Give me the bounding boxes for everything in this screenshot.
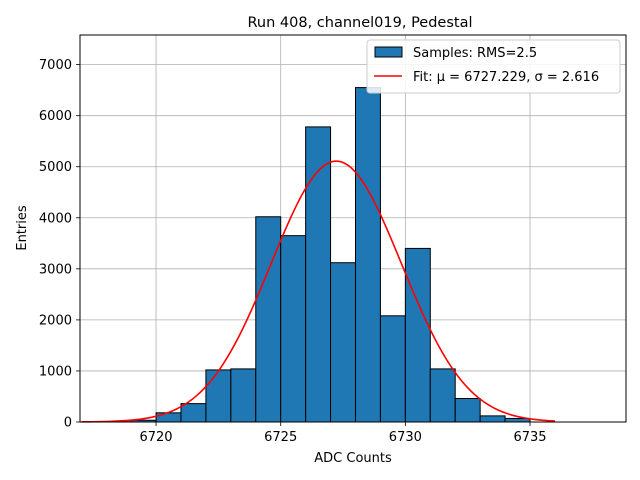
histogram-bar — [479, 415, 506, 423]
histogram-bar — [429, 368, 456, 423]
x-tick-label: 6720 — [139, 430, 172, 445]
y-tick-label: 0 — [64, 416, 72, 431]
y-tick-label: 4000 — [39, 211, 72, 226]
histogram-bar — [180, 403, 207, 423]
x-axis-ticks: 6720 6725 6730 6735 — [139, 422, 547, 445]
legend-box — [366, 39, 621, 94]
y-axis-ticks: 0 1000 2000 3000 4000 5000 6000 7000 — [39, 58, 80, 431]
y-tick-label: 7000 — [39, 58, 72, 73]
fit-curve — [81, 160, 555, 423]
y-tick-label: 1000 — [39, 364, 72, 379]
legend-label-samples: Samples: RMS=2.5 — [413, 46, 537, 61]
legend-label-fit: Fit: μ = 6727.229, σ = 2.616 — [413, 70, 599, 85]
x-tick-label: 6730 — [389, 430, 422, 445]
y-tick-label: 3000 — [39, 262, 72, 277]
histogram-bar — [155, 412, 182, 423]
histogram-bar — [354, 87, 381, 423]
legend: Samples: RMS=2.5 Fit: μ = 6727.229, σ = … — [366, 39, 621, 94]
y-axis-label: Entries — [15, 205, 30, 251]
histogram-bar — [230, 368, 257, 423]
legend-swatch-samples — [374, 46, 403, 58]
x-axis-label: ADC Counts — [314, 451, 392, 466]
histogram-bar — [454, 398, 481, 423]
histogram-bar — [330, 262, 356, 423]
histogram-bar — [205, 369, 232, 423]
y-tick-label: 6000 — [39, 109, 72, 124]
y-tick-label: 2000 — [39, 313, 72, 328]
histogram-bar — [379, 315, 406, 423]
histogram-bar — [280, 235, 307, 423]
y-tick-label: 5000 — [39, 160, 72, 175]
histogram-bar — [404, 247, 431, 423]
x-tick-label: 6735 — [513, 430, 546, 445]
plot-frame — [79, 34, 627, 423]
chart-title: Run 408, channel019, Pedestal — [247, 15, 472, 31]
x-tick-label: 6725 — [264, 430, 297, 445]
